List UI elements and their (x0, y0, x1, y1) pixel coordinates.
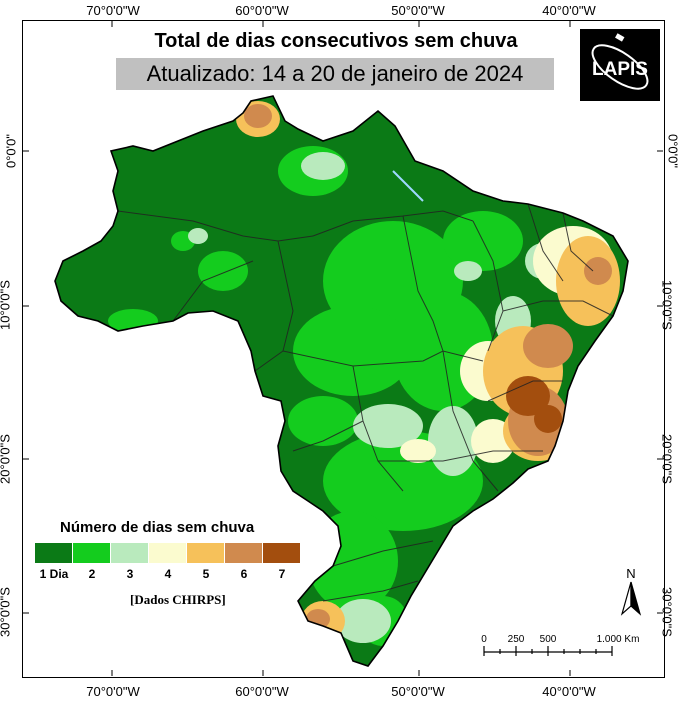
data-source-label: [Dados CHIRPS] (130, 592, 226, 607)
legend-swatch (73, 543, 111, 563)
logo-orbit-icon (591, 44, 649, 90)
scale-label-1000: 1.000 Km (597, 634, 640, 645)
legend-swatch (149, 543, 187, 563)
logo-text: LAPIS (592, 59, 648, 80)
state-borders (117, 203, 614, 602)
scale-bar-line (483, 646, 613, 656)
lat-label-right-10s: 10°0'0"S (659, 280, 675, 330)
legend-swatch (225, 543, 263, 563)
lat-label-left-0: 0°0'0" (3, 134, 19, 168)
logo-satellite-icon (615, 33, 625, 42)
lon-label-top-70w: 70°0'0"W (86, 3, 140, 18)
map-title: Total de dias consecutivos sem chuva (154, 30, 518, 52)
map-subtitle: Atualizado: 14 a 20 de janeiro de 2024 (116, 58, 554, 90)
legend-class-label: 4 (164, 567, 172, 581)
legend-class-label: 6 (240, 567, 248, 581)
lat-label-left-30s: 30°0'0"S (0, 587, 13, 637)
lapis-logo: LAPIS (580, 29, 660, 101)
lon-label-bottom-40w: 40°0'0"W (542, 684, 596, 699)
lon-label-bottom-70w: 70°0'0"W (86, 684, 140, 699)
legend-swatches (35, 543, 301, 563)
lat-label-right-20s: 20°0'0"S (659, 434, 675, 484)
legend-class-label: 1 Dia (39, 567, 69, 581)
lat-label-right-30s: 30°0'0"S (659, 587, 675, 637)
brazil-border (54, 95, 629, 667)
scale-label-0: 0 (481, 634, 487, 645)
lon-label-top-50w: 50°0'0"W (391, 3, 445, 18)
scale-bar: 0 250 500 1.000 Km (478, 632, 648, 662)
legend-title: Número de dias sem chuva (60, 519, 255, 536)
north-label: N (626, 566, 635, 581)
legend-class-label: 5 (202, 567, 210, 581)
lat-label-left-10s: 10°0'0"S (0, 280, 13, 330)
legend-labels: 1 Dia 2 3 4 5 6 7 (35, 567, 305, 583)
lon-label-top-60w: 60°0'0"W (235, 3, 289, 18)
scale-label-250: 250 (508, 634, 525, 645)
legend-class-label: 2 (88, 567, 96, 581)
lat-label-right-0: 0°0'0" (665, 134, 681, 168)
legend-swatch (35, 543, 73, 563)
legend-class-label: 3 (126, 567, 134, 581)
lon-label-bottom-50w: 50°0'0"W (391, 684, 445, 699)
scale-label-500: 500 (540, 634, 557, 645)
map-frame (22, 20, 665, 678)
legend-swatch (187, 543, 225, 563)
lon-label-bottom-60w: 60°0'0"W (235, 684, 289, 699)
north-arrow-icon: N (618, 566, 644, 618)
legend-swatch (111, 543, 149, 563)
lon-label-top-40w: 40°0'0"W (542, 3, 596, 18)
lat-label-left-20s: 20°0'0"S (0, 434, 13, 484)
zone-7-days (506, 376, 562, 433)
legend-class-label: 7 (278, 567, 286, 581)
graticule-ticks (23, 21, 663, 676)
brazil-map (23, 21, 663, 676)
amazon-river (392, 170, 424, 202)
legend-swatch (263, 543, 301, 563)
